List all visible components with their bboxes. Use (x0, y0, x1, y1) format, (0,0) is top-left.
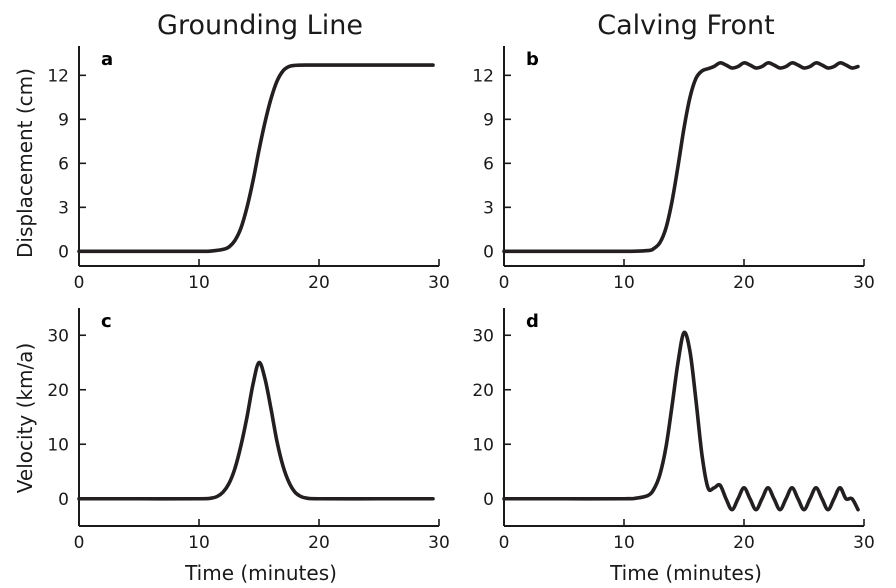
x-tick-label-a: 0 (74, 273, 85, 293)
x-tick-label-a: 20 (308, 273, 330, 293)
x-tick-label-b: 30 (853, 273, 875, 293)
y-tick-label-a: 6 (58, 154, 69, 174)
y-tick-label-c: 10 (47, 435, 69, 455)
y-tick-label-d: 10 (472, 435, 494, 455)
x-axis-label-left: Time (minutes) (184, 561, 337, 585)
x-tick-label-a: 30 (428, 273, 450, 293)
series-line-d-0 (502, 330, 860, 512)
y-tick-label-b: 0 (483, 242, 494, 262)
y-tick-label-b: 3 (483, 198, 494, 218)
x-tick-label-d: 20 (733, 533, 755, 553)
panel-letter-c: c (101, 311, 112, 332)
y-tick-label-a: 12 (47, 66, 69, 86)
y-tick-label-c: 30 (47, 326, 69, 346)
y-tick-label-c: 20 (47, 381, 69, 401)
panel-c: 0 10 20 30 0 10 20 30 c (47, 308, 450, 553)
panel-letter-a: a (101, 49, 113, 70)
x-tick-label-b: 20 (733, 273, 755, 293)
y-tick-label-a: 0 (58, 242, 69, 262)
panel-b: 0 10 20 30 0 3 6 9 12 b (472, 46, 875, 293)
x-tick-label-c: 10 (188, 533, 210, 553)
panel-a: 0 10 20 30 0 3 6 9 12 a (47, 46, 450, 293)
y-tick-label-c: 0 (58, 490, 69, 510)
column-title-calving-front: Calving Front (597, 10, 775, 41)
y-axis-label-displacement: Displacement (cm) (13, 68, 37, 258)
x-tick-label-c: 0 (74, 533, 85, 553)
x-tick-label-b: 10 (613, 273, 635, 293)
y-tick-label-a: 3 (58, 198, 69, 218)
y-tick-label-d: 20 (472, 381, 494, 401)
column-title-grounding-line: Grounding Line (157, 10, 363, 41)
series-line-a-0 (77, 63, 435, 254)
series-line-b-0 (502, 61, 860, 254)
x-axis-label-right: Time (minutes) (609, 561, 762, 585)
panel-d: 0 10 20 30 0 10 20 30 d (472, 308, 875, 553)
x-tick-label-d: 0 (499, 533, 510, 553)
y-tick-label-b: 6 (483, 154, 494, 174)
x-tick-label-a: 10 (188, 273, 210, 293)
y-axis-label-velocity: Velocity (km/a) (13, 343, 37, 493)
y-tick-label-a: 9 (58, 110, 69, 130)
panel-letter-b: b (526, 49, 539, 70)
x-tick-label-d: 30 (853, 533, 875, 553)
x-tick-label-b: 0 (499, 273, 510, 293)
x-tick-label-d: 10 (613, 533, 635, 553)
y-tick-label-b: 12 (472, 66, 494, 86)
y-tick-label-d: 30 (472, 326, 494, 346)
x-tick-label-c: 30 (428, 533, 450, 553)
panel-letter-d: d (526, 311, 539, 332)
y-tick-label-d: 0 (483, 490, 494, 510)
x-tick-label-c: 20 (308, 533, 330, 553)
series-line-c-0 (77, 360, 435, 501)
y-tick-label-b: 9 (483, 110, 494, 130)
